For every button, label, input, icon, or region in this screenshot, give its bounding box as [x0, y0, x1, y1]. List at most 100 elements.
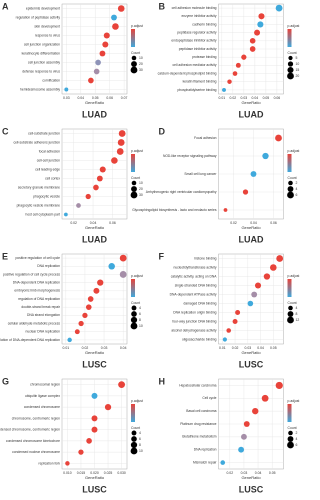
dot [275, 4, 283, 12]
color-legend-title: p.adjust [131, 274, 143, 278]
y-tick-label: Arrhythmogenic right ventricular cardiom… [146, 190, 217, 194]
x-tick-label: 0.04 [120, 346, 127, 350]
y-tick-label: cell leading edge [35, 167, 60, 171]
y-tick-label: focal adhesion [39, 149, 60, 153]
y-tick-label: cornification [42, 78, 60, 82]
x-tick-label: 0.02 [230, 221, 237, 225]
x-tick-label: 0.05 [270, 346, 277, 350]
y-tick-label: alcohol dehydrogenase activity [171, 328, 216, 332]
size-legend-label: 6 [139, 312, 141, 316]
dot [64, 87, 69, 92]
dot [65, 461, 70, 466]
panel-letter: C [2, 126, 9, 136]
y-tick-label: NOD-like receptor signaling pathway [163, 154, 217, 158]
dot [93, 68, 100, 75]
dot [93, 287, 100, 294]
panel-letter: H [159, 376, 166, 386]
dot [270, 264, 277, 271]
size-legend-label: 20 [139, 62, 143, 66]
y-tick-label: regulation of DNA-dependent DNA replicat… [0, 338, 60, 342]
panel-title: LUAD [82, 234, 107, 244]
color-legend-title: p.adjust [131, 399, 143, 403]
color-legend-title: p.adjust [288, 24, 300, 28]
dot [275, 381, 283, 390]
dot [78, 320, 84, 327]
size-legend-label: 8 [139, 318, 141, 322]
size-legend-label: 10 [139, 449, 143, 453]
y-tick-label: hemidesmosome assembly [20, 87, 60, 91]
x-tick-label: 0.02 [70, 221, 77, 225]
size-legend-label: 8 [296, 312, 298, 316]
panel-title: LUAD [239, 109, 264, 119]
size-legend-label: 4 [296, 437, 298, 441]
y-tick-label: condensed chromosome [24, 405, 60, 409]
x-tick-label: 0.03 [101, 346, 108, 350]
color-legend-title: p.adjust [288, 274, 300, 278]
dot [91, 392, 98, 399]
size-legend-dot [287, 61, 294, 67]
x-tick-label: 0.07 [121, 96, 128, 100]
panel-title: LUSC [82, 484, 107, 494]
colorbar [287, 154, 292, 172]
x-tick-label: 0.06 [274, 96, 281, 100]
dot [67, 337, 72, 343]
dot [85, 193, 91, 200]
x-tick-label: 0.03 [63, 96, 70, 100]
size-legend-title: Count [131, 51, 140, 55]
dot [276, 255, 284, 262]
y-tick-label: nuclear DNA replication [26, 330, 61, 334]
y-tick-label: cell cortex [45, 176, 60, 180]
y-tick-label: epidermis development [26, 6, 60, 10]
y-tick-label: ubiquitin ligase complex [25, 394, 60, 398]
y-tick-label: histone binding [194, 256, 216, 260]
x-tick-label: 0.03 [245, 346, 252, 350]
y-tick-label: endopeptidase inhibitor activity [171, 39, 216, 43]
size-legend-dot [131, 436, 137, 442]
size-legend-dot [130, 441, 138, 449]
y-tick-label: chromosome, centromeric region [12, 416, 60, 420]
x-tick-label: 0.03 [241, 96, 248, 100]
y-tick-label: Small cell lung cancer [184, 172, 217, 176]
dot [108, 263, 115, 270]
dot [258, 13, 265, 20]
size-legend-label: 5 [296, 56, 298, 60]
colorbar [131, 29, 135, 47]
size-legend-label: 10 [296, 62, 300, 66]
size-legend-title: Count [131, 301, 140, 305]
dot [252, 407, 259, 415]
dot [117, 5, 125, 12]
size-legend-dot [131, 305, 137, 311]
dot [118, 381, 125, 389]
y-tick-label: Basal cell carcinoma [186, 409, 216, 413]
x-tick-label: 0.04 [257, 346, 264, 350]
y-tick-label: cadherin binding [192, 22, 216, 26]
y-tick-label: phagocytic vesicle [33, 194, 60, 198]
y-tick-label: cell adhesion mediator activity [173, 63, 217, 67]
y-tick-label: embryonic limb morphogenesis [14, 289, 60, 293]
panel-letter: F [159, 251, 165, 261]
plot-area [61, 128, 128, 220]
y-tick-label: double-strand break repair [21, 305, 61, 309]
dot [74, 329, 80, 335]
dot [241, 433, 247, 440]
x-tick-label: 0.04 [252, 96, 259, 100]
y-tick-label: regulation of peptidase activity [16, 15, 61, 19]
y-tick-label: cell adhesion molecule binding [172, 6, 217, 10]
y-tick-label: secretory granule membrane [18, 185, 60, 189]
size-legend-dot [288, 430, 293, 436]
y-tick-label: response to virus [35, 33, 60, 37]
y-tick-label: Glycosphingolipid biosynthesis - lacto a… [132, 208, 217, 212]
x-tick-label: 0.04 [90, 221, 97, 225]
size-legend-dot [287, 72, 294, 80]
dot [104, 403, 112, 411]
x-tick-label: 0.02 [230, 96, 237, 100]
dot [226, 328, 231, 333]
size-legend-title: Count [131, 426, 140, 430]
y-tick-label: positive regulation of cell cycle [15, 256, 60, 260]
dot [78, 449, 84, 455]
dot [95, 59, 101, 66]
size-legend-dot [287, 186, 294, 192]
dot [235, 310, 241, 315]
dot [247, 300, 254, 307]
y-tick-label: four-way junction DNA binding [172, 319, 216, 323]
